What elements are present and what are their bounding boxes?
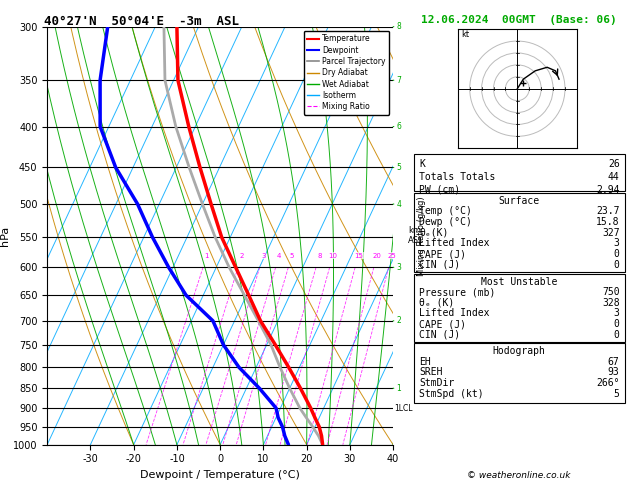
Text: StmDir: StmDir (419, 378, 454, 388)
Text: 3: 3 (614, 309, 620, 318)
Text: CIN (J): CIN (J) (419, 260, 460, 270)
Text: © weatheronline.co.uk: © weatheronline.co.uk (467, 471, 571, 480)
Text: 0: 0 (614, 319, 620, 329)
Text: 7: 7 (393, 76, 401, 85)
Text: Surface: Surface (499, 196, 540, 206)
Text: 67: 67 (608, 357, 620, 366)
Text: 15.8: 15.8 (596, 217, 620, 227)
Text: 2.94: 2.94 (596, 185, 620, 194)
Text: 0: 0 (614, 330, 620, 340)
Text: Most Unstable: Most Unstable (481, 277, 557, 287)
Text: 8: 8 (317, 253, 321, 259)
Text: 5: 5 (614, 389, 620, 399)
Text: km
ASL: km ASL (408, 226, 424, 245)
Text: 40°27'N  50°04'E  -3m  ASL: 40°27'N 50°04'E -3m ASL (44, 15, 239, 28)
Text: Lifted Index: Lifted Index (419, 239, 489, 248)
Text: Totals Totals: Totals Totals (419, 172, 495, 182)
Text: Hodograph: Hodograph (493, 347, 546, 356)
Text: 26: 26 (608, 159, 620, 169)
Text: θₑ(K): θₑ(K) (419, 228, 448, 238)
Text: CIN (J): CIN (J) (419, 330, 460, 340)
Text: kt: kt (462, 31, 469, 39)
Text: 0: 0 (614, 249, 620, 259)
Text: 1: 1 (393, 384, 401, 393)
Text: 1: 1 (204, 253, 209, 259)
Text: 0: 0 (614, 260, 620, 270)
Text: 44: 44 (608, 172, 620, 182)
Text: 12.06.2024  00GMT  (Base: 06): 12.06.2024 00GMT (Base: 06) (421, 15, 617, 25)
Legend: Temperature, Dewpoint, Parcel Trajectory, Dry Adiabat, Wet Adiabat, Isotherm, Mi: Temperature, Dewpoint, Parcel Trajectory… (304, 31, 389, 115)
Text: 10: 10 (328, 253, 338, 259)
Text: 328: 328 (602, 298, 620, 308)
Text: Temp (°C): Temp (°C) (419, 207, 472, 216)
Text: Lifted Index: Lifted Index (419, 309, 489, 318)
Text: 93: 93 (608, 367, 620, 377)
Text: 3: 3 (614, 239, 620, 248)
Text: 15: 15 (354, 253, 363, 259)
Text: 4: 4 (393, 200, 401, 208)
Text: 20: 20 (372, 253, 381, 259)
Text: 5: 5 (289, 253, 294, 259)
Text: 2: 2 (393, 316, 401, 325)
Text: 6: 6 (393, 122, 401, 131)
Text: 327: 327 (602, 228, 620, 238)
Text: 750: 750 (602, 287, 620, 297)
Text: Dewp (°C): Dewp (°C) (419, 217, 472, 227)
Y-axis label: hPa: hPa (0, 226, 10, 246)
X-axis label: Dewpoint / Temperature (°C): Dewpoint / Temperature (°C) (140, 470, 300, 480)
Text: 23.7: 23.7 (596, 207, 620, 216)
Text: CAPE (J): CAPE (J) (419, 249, 466, 259)
Text: SREH: SREH (419, 367, 442, 377)
Text: Pressure (mb): Pressure (mb) (419, 287, 495, 297)
Text: θₑ (K): θₑ (K) (419, 298, 454, 308)
Text: 8: 8 (393, 22, 401, 31)
Text: 1LCL: 1LCL (394, 403, 413, 413)
Text: Mixing Ratio (g/kg): Mixing Ratio (g/kg) (417, 196, 426, 276)
Text: StmSpd (kt): StmSpd (kt) (419, 389, 484, 399)
Text: 5: 5 (393, 163, 401, 172)
Text: 25: 25 (387, 253, 396, 259)
Text: PW (cm): PW (cm) (419, 185, 460, 194)
Text: CAPE (J): CAPE (J) (419, 319, 466, 329)
Text: EH: EH (419, 357, 431, 366)
Text: K: K (419, 159, 425, 169)
Text: 2: 2 (240, 253, 244, 259)
Text: 266°: 266° (596, 378, 620, 388)
Text: 3: 3 (261, 253, 265, 259)
Text: 3: 3 (393, 263, 401, 272)
Text: 4: 4 (277, 253, 281, 259)
